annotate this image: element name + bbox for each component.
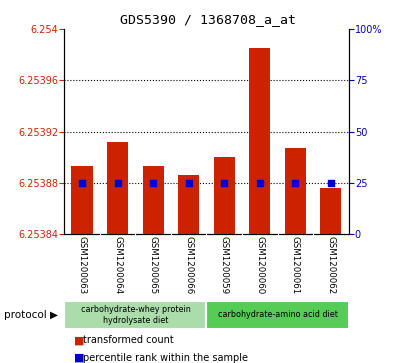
- Point: [256, 180, 263, 186]
- Point: [292, 180, 299, 186]
- Bar: [142, 166, 164, 234]
- Text: GSM1200063: GSM1200063: [78, 236, 87, 294]
- Bar: [214, 157, 235, 234]
- Text: ■: ■: [74, 335, 84, 346]
- Text: protocol ▶: protocol ▶: [4, 310, 58, 320]
- Bar: [71, 166, 93, 234]
- Text: GSM1200062: GSM1200062: [326, 236, 335, 294]
- Point: [327, 180, 334, 186]
- Text: GSM1200060: GSM1200060: [255, 236, 264, 294]
- Bar: [285, 148, 306, 234]
- Bar: [107, 142, 128, 234]
- Bar: [178, 175, 199, 234]
- Text: carbohydrate-whey protein
hydrolysate diet: carbohydrate-whey protein hydrolysate di…: [81, 305, 190, 325]
- Point: [221, 180, 227, 186]
- Bar: [320, 188, 342, 234]
- Text: GDS5390 / 1368708_a_at: GDS5390 / 1368708_a_at: [120, 13, 295, 26]
- Text: GSM1200066: GSM1200066: [184, 236, 193, 294]
- Text: GSM1200061: GSM1200061: [291, 236, 300, 294]
- Text: ■: ■: [74, 353, 84, 363]
- Point: [150, 180, 156, 186]
- Point: [186, 180, 192, 186]
- Text: GSM1200065: GSM1200065: [149, 236, 158, 294]
- Text: transformed count: transformed count: [83, 335, 174, 346]
- Text: GSM1200059: GSM1200059: [220, 236, 229, 294]
- Text: GSM1200064: GSM1200064: [113, 236, 122, 294]
- Bar: [207, 301, 349, 329]
- Point: [114, 180, 121, 186]
- Text: percentile rank within the sample: percentile rank within the sample: [83, 353, 248, 363]
- Bar: [64, 301, 207, 329]
- Text: carbohydrate-amino acid diet: carbohydrate-amino acid diet: [217, 310, 337, 319]
- Point: [79, 180, 85, 186]
- Bar: [249, 48, 271, 234]
